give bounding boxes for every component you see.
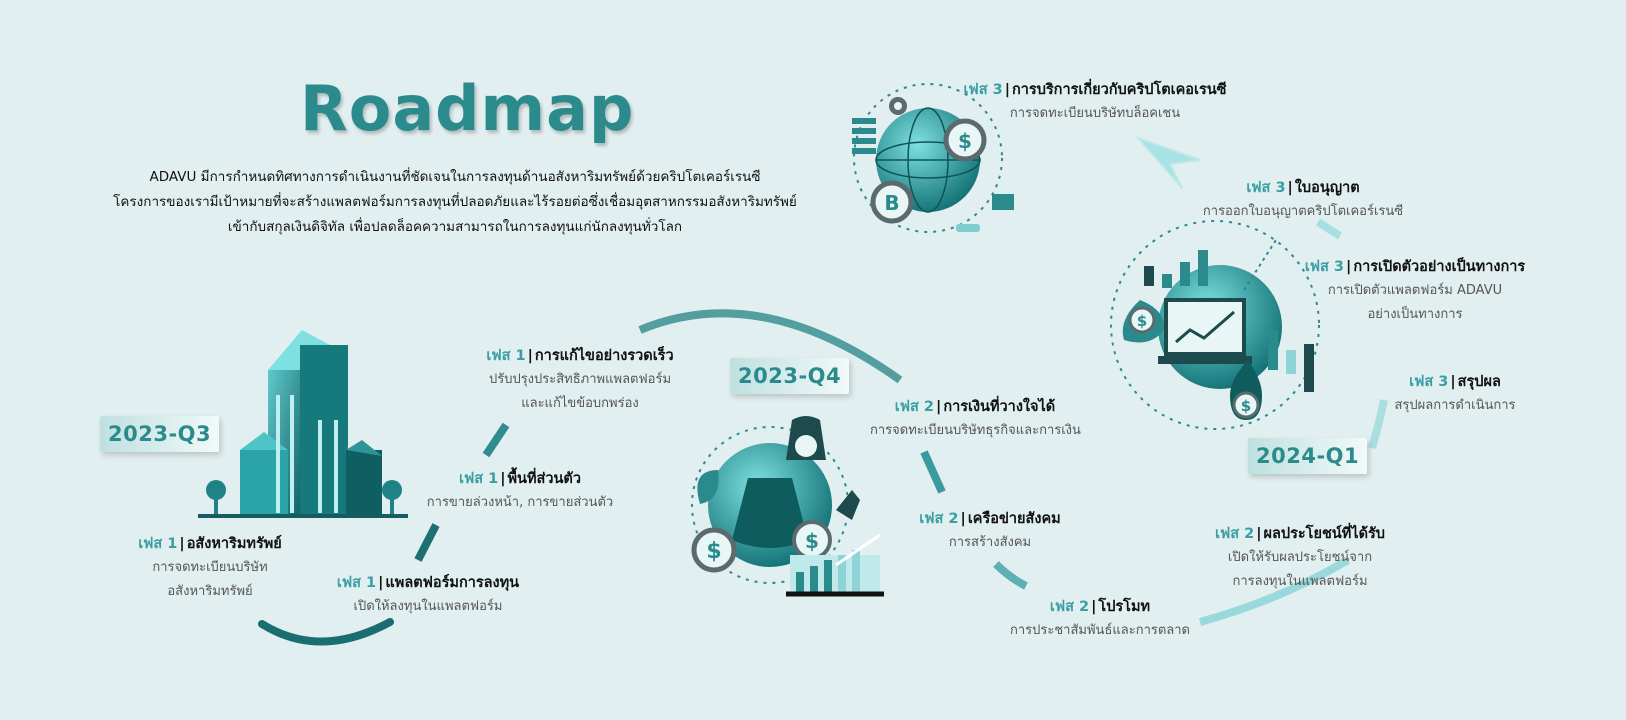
svg-text:$: $ (805, 529, 819, 553)
milestone-title: ผลประโยชน์ที่ได้รับ (1263, 526, 1385, 542)
building-illustration (198, 330, 408, 518)
milestone-desc: สรุปผลการดำเนินการ (1394, 398, 1516, 413)
milestone-desc: การเปิดตัวแพลตฟอร์ม ADAVU (1327, 283, 1503, 298)
milestone-desc: ปรับปรุงประสิทธิภาพแพลตฟอร์ม (488, 372, 672, 387)
path-segment-upper-right (1315, 218, 1343, 240)
milestone-desc: อย่างเป็นทางการ (1367, 307, 1463, 322)
milestone-title: การเปิดตัวอย่างเป็นทางการ (1353, 259, 1526, 275)
milestone-phase1-investment-platform: เฟส 1 | แพลตฟอร์มการลงทุน เปิดให้ลงทุนในแพ… (318, 571, 538, 619)
milestone-phase2-social-network: เฟส 2 | เครือข่ายสังคม การสร้างสังคม (900, 507, 1080, 555)
phase-label: เฟส 3 (1409, 374, 1449, 390)
phase-label: เฟส 2 (919, 511, 959, 527)
quarter-badge-q3: 2023-Q3 (100, 416, 220, 452)
page-title: Roadmap (300, 72, 635, 145)
svg-text:$: $ (1137, 312, 1147, 330)
path-segment-mid-1 (920, 450, 946, 494)
svg-text:$: $ (706, 539, 721, 564)
milestone-title: การเงินที่วางใจได้ (943, 399, 1056, 415)
milestone-phase2-promote: เฟส 2 | โปรโมท การประชาสัมพันธ์และการตลาด (1000, 595, 1200, 643)
crypto-globe-illustration: $ B (852, 83, 1014, 233)
quarter-badge-q1: 2024-Q1 (1248, 438, 1368, 474)
intro-text: ADAVU มีการกำหนดทิศทางการดำเนินงานที่ชัด… (105, 165, 805, 240)
milestone-desc: และแก้ไขข้อบกพร่อง (521, 396, 639, 411)
milestone-title: อสังหาริมทรัพย์ (186, 536, 282, 552)
quarter-badge-q4: 2023-Q4 (730, 358, 850, 394)
milestone-phase3-license: เฟส 3 | ใบอนุญาต การออกใบอนุญาตคริปโตเคอร์… (1188, 176, 1418, 224)
path-segment-bottom-left (258, 618, 394, 646)
phase-label: เฟส 2 (1049, 599, 1090, 615)
svg-text:B: B (884, 191, 899, 215)
milestone-phase1-private-space: เฟส 1 | พื้นที่ส่วนตัว การขายล่วงหน้า, การ… (410, 467, 630, 515)
svg-text:$: $ (958, 129, 972, 153)
trading-illustration: $ $ (1110, 220, 1320, 430)
phase-label: เฟส 1 (486, 348, 526, 364)
path-arrowhead (1134, 135, 1201, 189)
milestone-desc: อสังหาริมทรัพย์ (167, 584, 253, 599)
phase-label: เฟส 3 (1246, 180, 1286, 196)
milestone-desc: การจดทะเบียนบริษัท (152, 560, 268, 575)
path-segment-bottom-right (1198, 556, 1351, 626)
milestone-title: เครือข่ายสังคม (967, 511, 1061, 527)
milestone-phase3-official-launch: เฟส 3 | การเปิดตัวอย่างเป็นทางการ การเปิดต… (1290, 255, 1540, 327)
milestone-title: แพลตฟอร์มการลงทุน (385, 575, 520, 591)
milestone-desc: การจดทะเบียนบริษัทธุรกิจและการเงิน (870, 423, 1081, 438)
phase-label: เฟส 3 (1304, 259, 1345, 275)
milestone-phase3-crypto-services: เฟส 3 | การบริการเกี่ยวกับคริปโตเคอเรนซี ก… (960, 78, 1230, 126)
intro-line: เข้ากับสกุลเงินดิจิทัล เพื่อปลดล็อคความส… (227, 219, 683, 235)
milestone-phase2-trusted-finance: เฟส 2 | การเงินที่วางใจได้ การจดทะเบียนบริ… (870, 395, 1081, 443)
money-bag-illustration: $ $ (691, 416, 884, 597)
milestone-title: การบริการเกี่ยวกับคริปโตเคอเรนซี (1011, 82, 1227, 98)
milestone-phase1-quick-fix: เฟส 1 | การแก้ไขอย่างรวดเร็ว ปรับปรุงประสิ… (470, 344, 690, 416)
path-segment-right (1368, 399, 1388, 450)
milestone-desc: การประชาสัมพันธ์และการตลาด (1009, 623, 1191, 638)
phase-label: เฟส 2 (894, 399, 935, 415)
milestone-desc: การสร้างสังคม (948, 535, 1032, 550)
milestone-desc: การออกใบอนุญาตคริปโตเคอร์เรนซี (1202, 204, 1404, 219)
milestone-title: พื้นที่ส่วนตัว (507, 471, 582, 487)
milestone-desc: การจดทะเบียนบริษัทบล็อคเชน (1009, 106, 1181, 121)
milestone-phase3-summary: เฟส 3 | สรุปผล สรุปผลการดำเนินการ (1370, 370, 1540, 418)
milestone-desc: เปิดให้ลงทุนในแพลตฟอร์ม (353, 599, 503, 614)
intro-line: โครงการของเรามีเป้าหมายที่จะสร้างแพลตฟอร… (113, 194, 797, 210)
phase-label: เฟส 1 (458, 471, 499, 487)
intro-line: ADAVU มีการกำหนดทิศทางการดำเนินงานที่ชัด… (149, 169, 761, 185)
path-segment-top-arc (638, 309, 903, 384)
path-segment-q3-1 (414, 523, 440, 562)
milestone-desc: การขายล่วงหน้า, การขายส่วนตัว (426, 495, 614, 510)
phase-label: เฟส 1 (138, 536, 178, 552)
milestone-phase1-real-estate: เฟส 1 | อสังหาริมทรัพย์ การจดทะเบียนบริษัท… (110, 532, 310, 604)
svg-text:$: $ (1241, 397, 1251, 415)
path-segment-mid-2 (993, 561, 1028, 590)
phase-label: เฟส 2 (1215, 526, 1255, 542)
path-segment-q3-2 (482, 422, 510, 458)
phase-label: เฟส 3 (963, 82, 1003, 98)
milestone-phase2-benefits: เฟส 2 | ผลประโยชน์ที่ได้รับ เปิดให้รับผลปร… (1200, 522, 1400, 594)
milestone-title: การแก้ไขอย่างรวดเร็ว (534, 348, 674, 364)
phase-label: เฟส 1 (336, 575, 377, 591)
milestone-desc: เปิดให้รับผลประโยชน์จาก (1227, 550, 1373, 565)
milestone-title: โปรโมท (1098, 599, 1151, 615)
milestone-title: สรุปผล (1457, 374, 1501, 390)
milestone-title: ใบอนุญาต (1294, 180, 1360, 196)
milestone-desc: การลงทุนในแพลตฟอร์ม (1232, 574, 1368, 589)
